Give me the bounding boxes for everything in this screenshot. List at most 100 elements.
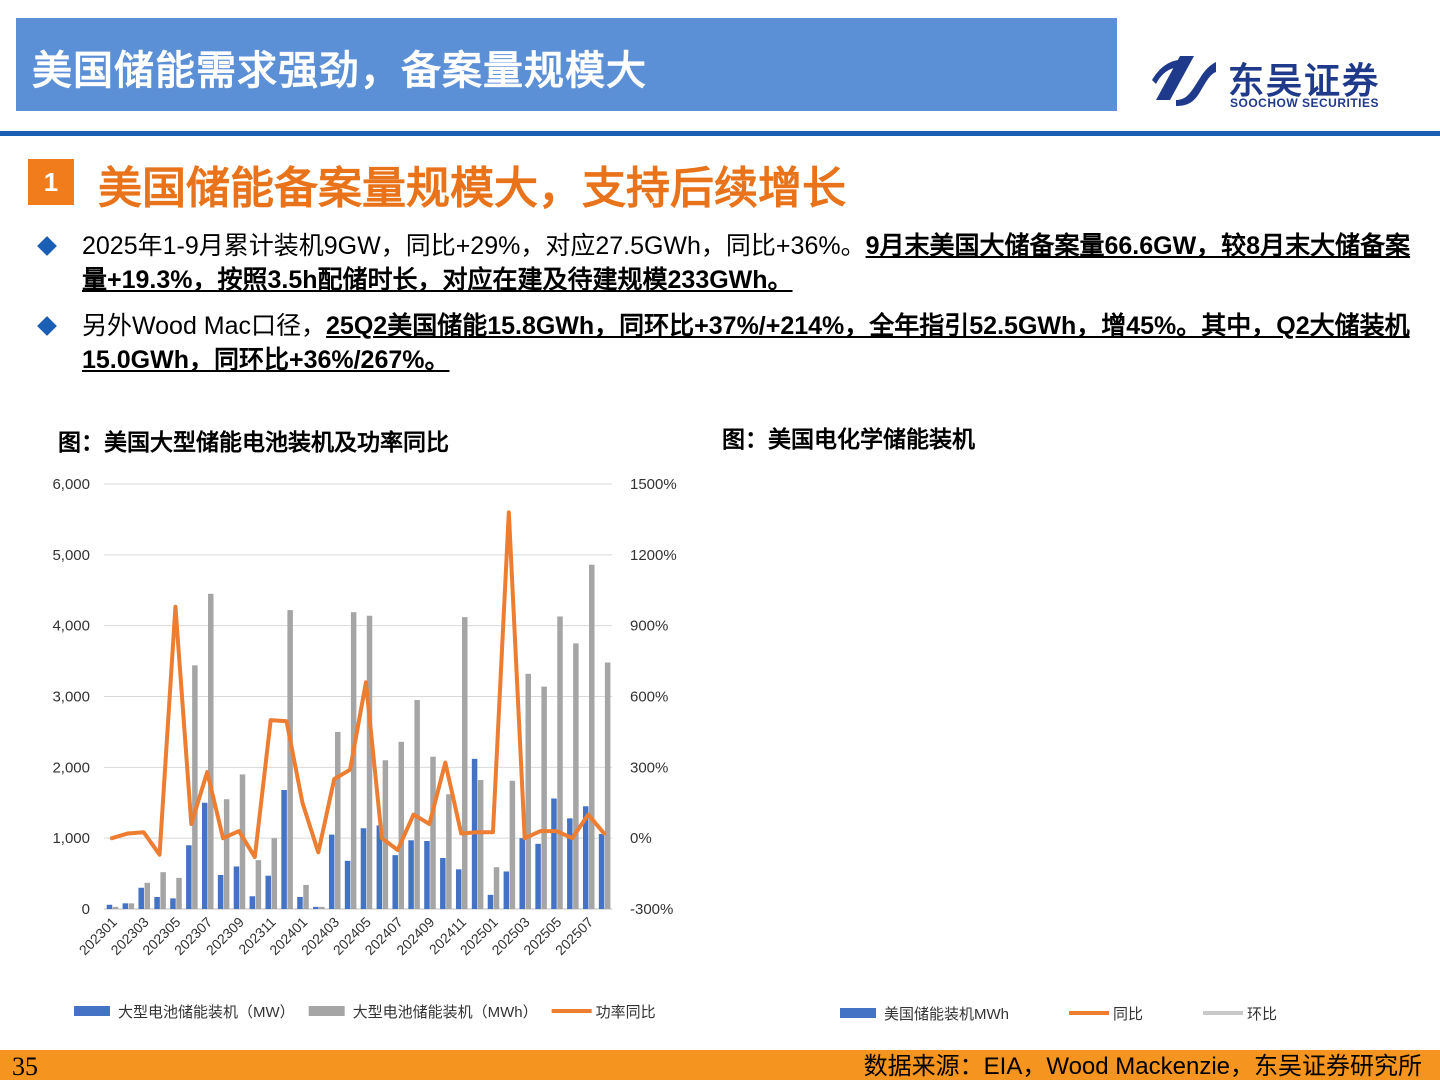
- bar: [208, 593, 214, 909]
- bullet-diamond-icon: [37, 316, 57, 336]
- logo-icon: [1152, 56, 1216, 106]
- bar: [408, 840, 414, 909]
- series-line: [109, 510, 607, 860]
- y-right-tick-label: 600%: [630, 689, 668, 706]
- bar: [335, 731, 341, 909]
- legend-swatch: [308, 1006, 345, 1016]
- y-left-tick-label: 6,000: [52, 476, 90, 493]
- y-right-tick-label: 1500%: [630, 476, 677, 493]
- bar: [376, 825, 383, 909]
- chart-1: 0 1,000 2,000 3,000 4,000 5,000 6,000 -300% 0% 30…: [52, 476, 677, 1021]
- bullet-diamond-icon: [37, 236, 57, 256]
- bar: [525, 673, 532, 909]
- bar: [414, 700, 420, 909]
- page-title: 美国储能需求强劲，备案量规模大: [32, 49, 647, 93]
- bar: [313, 906, 319, 909]
- y-left-tick-label: 0: [82, 901, 90, 918]
- bullet-2-plain: 另外Wood Mac口径，: [82, 312, 327, 340]
- chart-2-title: 图：美国电化学储能装机: [722, 426, 975, 452]
- bar: [557, 616, 563, 909]
- bar: [551, 798, 557, 909]
- bar: [201, 802, 208, 909]
- logo-name-cn: 东吴证券: [1228, 60, 1381, 101]
- bar: [382, 760, 389, 909]
- data-source: 数据来源：EIA，Wood Mackenzie，东吴证券研究所: [863, 1053, 1422, 1080]
- bar: [446, 794, 452, 909]
- bar: [287, 610, 293, 909]
- y-right-tick-label: 0%: [630, 830, 652, 847]
- bar: [440, 858, 446, 909]
- bar: [106, 904, 113, 909]
- bar: [233, 866, 240, 909]
- page-number: 35: [12, 1052, 38, 1081]
- bullet-1-bold: 9月末美国大储备案量66.6GW，较8月末大储备案量+19.3%，按照3.5h配…: [82, 232, 1411, 294]
- bar: [487, 894, 494, 909]
- bar: [424, 841, 430, 909]
- bullet-2-bold: 25Q2美国储能15.8GWh，同环比+37%/+214%，全年指引52.5GW…: [82, 312, 1410, 374]
- legend-label: 环比: [1247, 1006, 1277, 1023]
- chart-2: 02,0004,0006,0008,00010,00012,00014,0001…: [840, 1006, 1277, 1023]
- y-right-tick-label: -300%: [630, 901, 673, 918]
- bar: [392, 855, 398, 909]
- y-left-tick-label: 5,000: [52, 547, 90, 564]
- y-left-tick-label: 2,000: [52, 759, 90, 776]
- section-number: 1: [28, 159, 74, 205]
- bar: [541, 686, 547, 909]
- bar: [144, 882, 151, 909]
- y-left-tick-label: 4,000: [52, 618, 90, 635]
- bar: [138, 887, 144, 909]
- bar: [281, 790, 287, 909]
- bar: [455, 869, 462, 909]
- bar: [328, 834, 335, 909]
- y-left-tick-label: 3,000: [52, 689, 90, 706]
- bar: [398, 741, 405, 909]
- bar: [128, 903, 135, 909]
- legend-swatch: [840, 1008, 876, 1018]
- bar: [112, 906, 119, 909]
- bar: [249, 896, 256, 909]
- bar: [360, 828, 367, 909]
- bar: [430, 756, 436, 909]
- bar: [462, 617, 468, 909]
- bar: [319, 906, 325, 909]
- bar: [170, 898, 176, 909]
- bar: [160, 872, 166, 909]
- bar: [582, 806, 589, 909]
- y-right-tick-label: 900%: [630, 618, 668, 635]
- legend-label: 功率同比: [596, 1004, 656, 1021]
- bar: [303, 884, 309, 909]
- bullet-2: 另外Wood Mac口径，25Q2美国储能15.8GWh，同环比+37%/+21…: [82, 309, 1412, 377]
- bar: [271, 838, 278, 909]
- bar: [154, 896, 160, 909]
- bar: [604, 662, 611, 909]
- bar: [344, 860, 351, 909]
- bar: [265, 875, 271, 909]
- chart-1-title: 图：美国大型储能电池装机及功率同比: [58, 429, 449, 455]
- bar: [186, 845, 192, 909]
- header-rule: [0, 131, 1440, 136]
- bar: [598, 833, 605, 909]
- y-right-tick-label: 300%: [630, 759, 668, 776]
- y-left-tick-label: 1,000: [52, 830, 90, 847]
- bar: [573, 643, 579, 909]
- y-right-tick-label: 1200%: [630, 547, 677, 564]
- bar: [122, 903, 129, 909]
- bar: [176, 877, 182, 909]
- bar: [503, 871, 510, 909]
- legend-label: 大型电池储能装机（MW）: [118, 1004, 295, 1021]
- title-bar: 美国储能需求强劲，备案量规模大: [16, 18, 1117, 111]
- bar: [589, 564, 595, 909]
- legend-swatch: [74, 1006, 110, 1016]
- company-logo: 东吴证券 SOOCHOW SECURITIES: [1148, 50, 1428, 112]
- bar: [239, 774, 246, 909]
- legend-label: 大型电池储能装机（MWh）: [353, 1004, 538, 1021]
- bar: [366, 615, 373, 909]
- legend-label: 美国储能装机MWh: [884, 1006, 1009, 1023]
- bar: [493, 867, 500, 909]
- legend-label: 同比: [1113, 1006, 1143, 1023]
- bar: [519, 838, 525, 909]
- bar: [509, 780, 516, 909]
- bar: [255, 860, 262, 909]
- bar: [567, 818, 573, 909]
- footer-bar: [0, 1050, 1440, 1080]
